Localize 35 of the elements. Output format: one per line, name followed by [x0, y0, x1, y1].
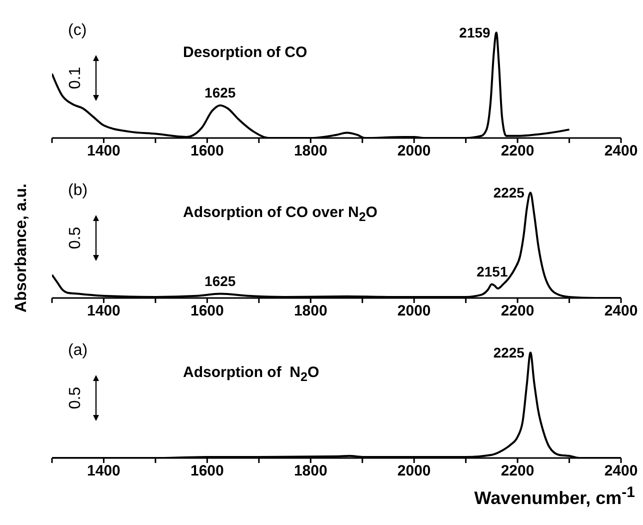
text: Adsorption of N$_{2}$O: [183, 364, 320, 384]
x-tick-label: 2000: [397, 142, 431, 160]
x-tick-label: 1600: [190, 142, 224, 160]
x-tick-label: 2400: [604, 302, 638, 320]
annotation: 0.5: [67, 386, 85, 410]
text: Desorption of CO: [183, 44, 308, 61]
x-tick-label: 1800: [294, 142, 328, 160]
x-tick-label: 2000: [397, 462, 431, 480]
annotation: 0.1: [67, 66, 85, 90]
annotation: 2151: [476, 263, 508, 280]
annotation: 2159: [459, 24, 491, 41]
x-tick-label: 2000: [397, 302, 431, 320]
x-tick-label: 1600: [190, 462, 224, 480]
x-tick-label: 2400: [604, 462, 638, 480]
x-tick-label: 1400: [87, 462, 120, 480]
annotation: 2225: [493, 344, 525, 361]
x-axis-title: Wavenumber, cm$^{-1}$: [474, 484, 635, 509]
x-tick-label: 1400: [87, 302, 120, 320]
x-tick-label: 2200: [500, 142, 534, 160]
annotation: 2225: [493, 184, 525, 201]
annotation: 1625: [204, 84, 236, 100]
x-tick-label: 1800: [294, 302, 328, 320]
y-axis-title: Absorbance, a.u.: [13, 184, 31, 312]
annotation: 0.5: [67, 226, 85, 250]
x-tick-label: 1400: [87, 142, 120, 160]
x-tick-label: 1800: [294, 462, 328, 480]
annotation: 1625: [204, 272, 236, 289]
text: Adsorption of CO over N$_{2}$O: [183, 204, 378, 224]
annotation: (c): [68, 22, 87, 40]
x-tick-label: 1600: [190, 302, 224, 320]
x-tick-label: 2200: [500, 462, 534, 480]
x-tick-label: 2400: [604, 142, 638, 160]
annotation: (b): [68, 182, 88, 200]
x-tick-label: 2200: [500, 302, 534, 320]
annotation: (a): [68, 342, 88, 360]
